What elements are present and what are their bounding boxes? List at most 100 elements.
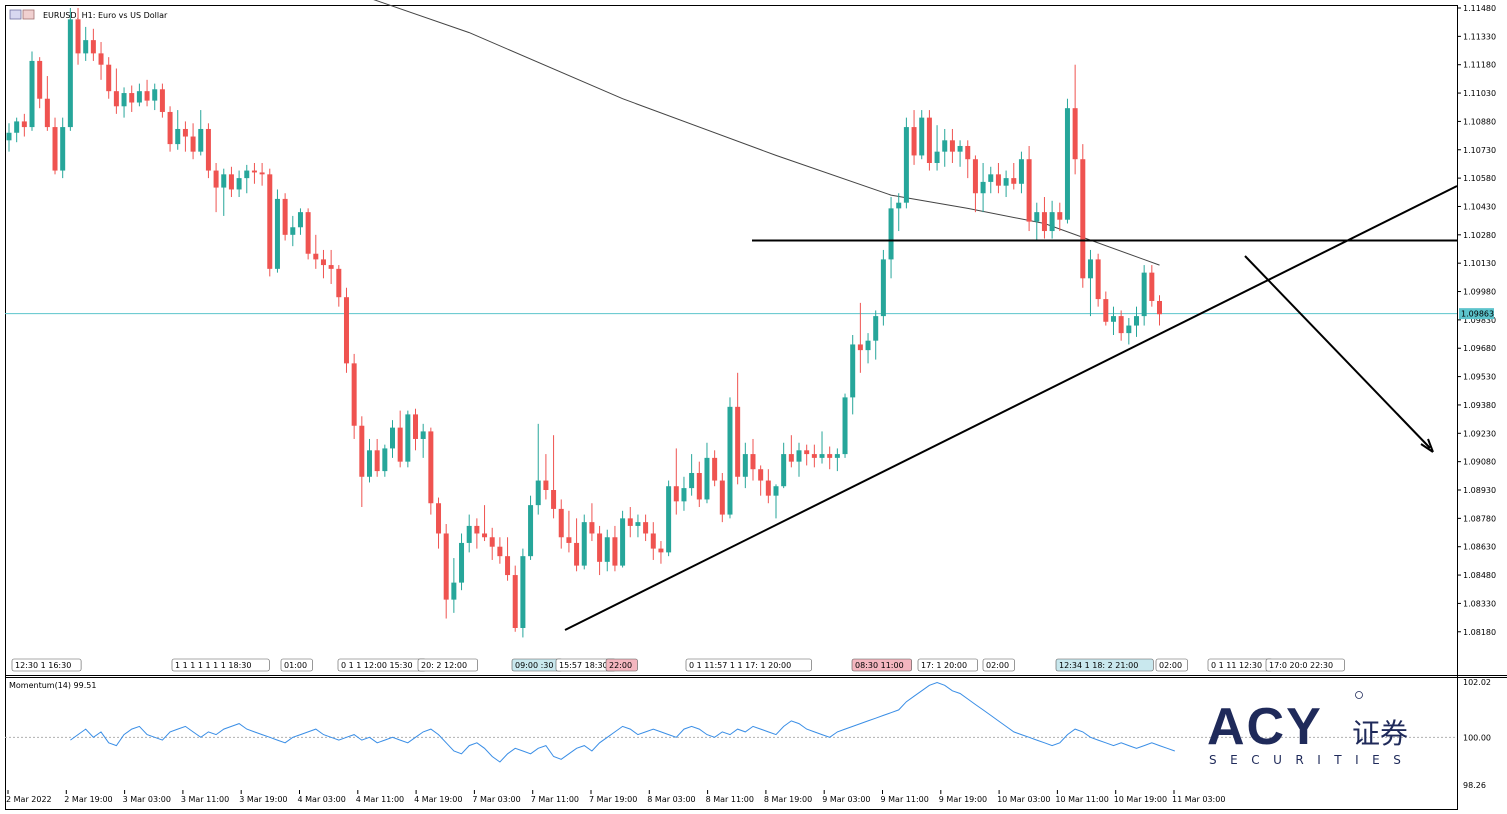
candle-bull [459,542,465,583]
momentum-label: Momentum(14) 99.51 [9,681,96,690]
candle-bull [528,505,534,557]
candle-bear [543,480,549,491]
candle-bull [666,486,672,553]
momentum-line [70,681,1175,763]
candle-bear [374,450,380,472]
event-marker-label: 22:00 [609,661,632,670]
price-tick-label: 1.10880 [1463,117,1496,126]
candle-bear [712,457,718,481]
candle-bull [727,406,733,515]
trendline [564,185,1458,631]
price-tick-label: 1.11330 [1463,32,1496,41]
candle-bull [121,93,127,107]
candle-bear [159,89,165,112]
time-tick-label: 10 Mar 11:00 [1055,795,1108,804]
price-tick-label: 1.08630 [1463,543,1496,552]
candle-bull [620,518,626,566]
candle-bear [696,472,702,500]
event-marker [685,658,812,672]
price-tick-label: 1.08930 [1463,486,1496,495]
candle-bear [482,533,488,538]
candle-bull [942,140,948,152]
acy-logo: ACY 证券 SECURITIES [1207,691,1408,767]
candle-bear [282,198,288,235]
candle-bear [612,537,618,566]
candle-bull [420,431,426,439]
candle-bear [182,128,188,137]
event-marker [851,658,913,672]
candle-bear [574,542,580,566]
candle-bear [765,480,771,496]
candle-bull [742,454,748,477]
event-marker-label: 08:30 11:00 [855,661,904,670]
candle-bear [788,454,794,462]
event-marker [280,658,313,672]
candle-bear [650,533,656,549]
candle-bull [290,227,296,235]
candle-bull [980,181,986,194]
candle-bear [566,537,572,543]
candle-bear [551,490,557,509]
candle-bear [597,533,603,562]
time-tick-label: 7 Mar 19:00 [589,795,637,804]
candle-bear [558,508,564,538]
candle-bear [359,425,365,477]
candle-bull [834,454,840,458]
candle-bear [144,91,150,101]
candle-bear [1103,299,1109,322]
candle-bear [436,503,442,534]
time-tick-label: 2 Mar 2022 [6,795,52,804]
event-marker-label: 09:00 :30 [515,661,553,670]
candle-bear [750,454,756,470]
candle-bear [735,406,741,477]
event-markers: 12:30 1 16:30 1 1 1 1 1 1 1 18:30 01:00 0 1… [11,658,1345,672]
candle-bull [796,450,802,462]
price-tick-label: 1.10730 [1463,146,1496,155]
logo-cn: 证券 [1352,717,1408,750]
candle-bear [313,253,319,260]
momentum-tick-label: 100.00 [1463,733,1491,742]
current-price-label: 1.09863 [1461,310,1494,319]
candle-bear [627,518,633,526]
candle-bear [113,91,119,107]
candle-bear [320,259,326,266]
candle-bull [6,132,12,141]
price-tick-label: 1.08480 [1463,571,1496,580]
candle-bear [857,344,863,351]
candle-bear [505,556,511,576]
price-tick-label: 1.11030 [1463,89,1496,98]
candle-bear [106,64,112,92]
candle-bear [1011,178,1017,184]
candle-bull [1141,272,1147,317]
event-marker-label: 17: 1 20:00 [921,661,967,670]
event-marker-label: 12:30 1 16:30 [15,661,71,670]
candle-bear [926,117,932,163]
candle-bear [1080,159,1086,279]
candle-bear [343,297,349,364]
candle-bull [244,170,250,179]
time-axis: 2 Mar 2022 2 Mar 19:00 3 Mar 03:00 3 Mar 11… [6,790,1225,804]
candle-bear [497,546,503,557]
candle-bear [811,454,817,458]
candle-bull [198,128,204,152]
time-tick-label: 4 Mar 03:00 [298,795,346,804]
price-tick-label: 1.08330 [1463,599,1496,608]
event-marker-label: 02:00 [1159,661,1182,670]
candles-layer [6,8,1162,638]
price-tick-label: 1.09680 [1463,344,1496,353]
candle-bull [175,128,181,145]
candle-bull [903,127,909,203]
candle-bull [581,522,587,566]
candle-bear [397,427,403,462]
candle-bull [1110,316,1116,322]
event-marker-label: 0 1 1 12:00 15:30 [341,661,413,670]
candle-bear [336,268,342,298]
candle-bear [443,533,449,600]
candle-bull [873,316,879,341]
time-tick-label: 8 Mar 11:00 [706,795,754,804]
time-tick-label: 8 Mar 03:00 [647,795,695,804]
candle-bull [704,457,710,500]
event-marker-label: 20: 2 12:00 [421,661,467,670]
candle-bull [934,151,940,163]
event-marker [1055,658,1154,672]
